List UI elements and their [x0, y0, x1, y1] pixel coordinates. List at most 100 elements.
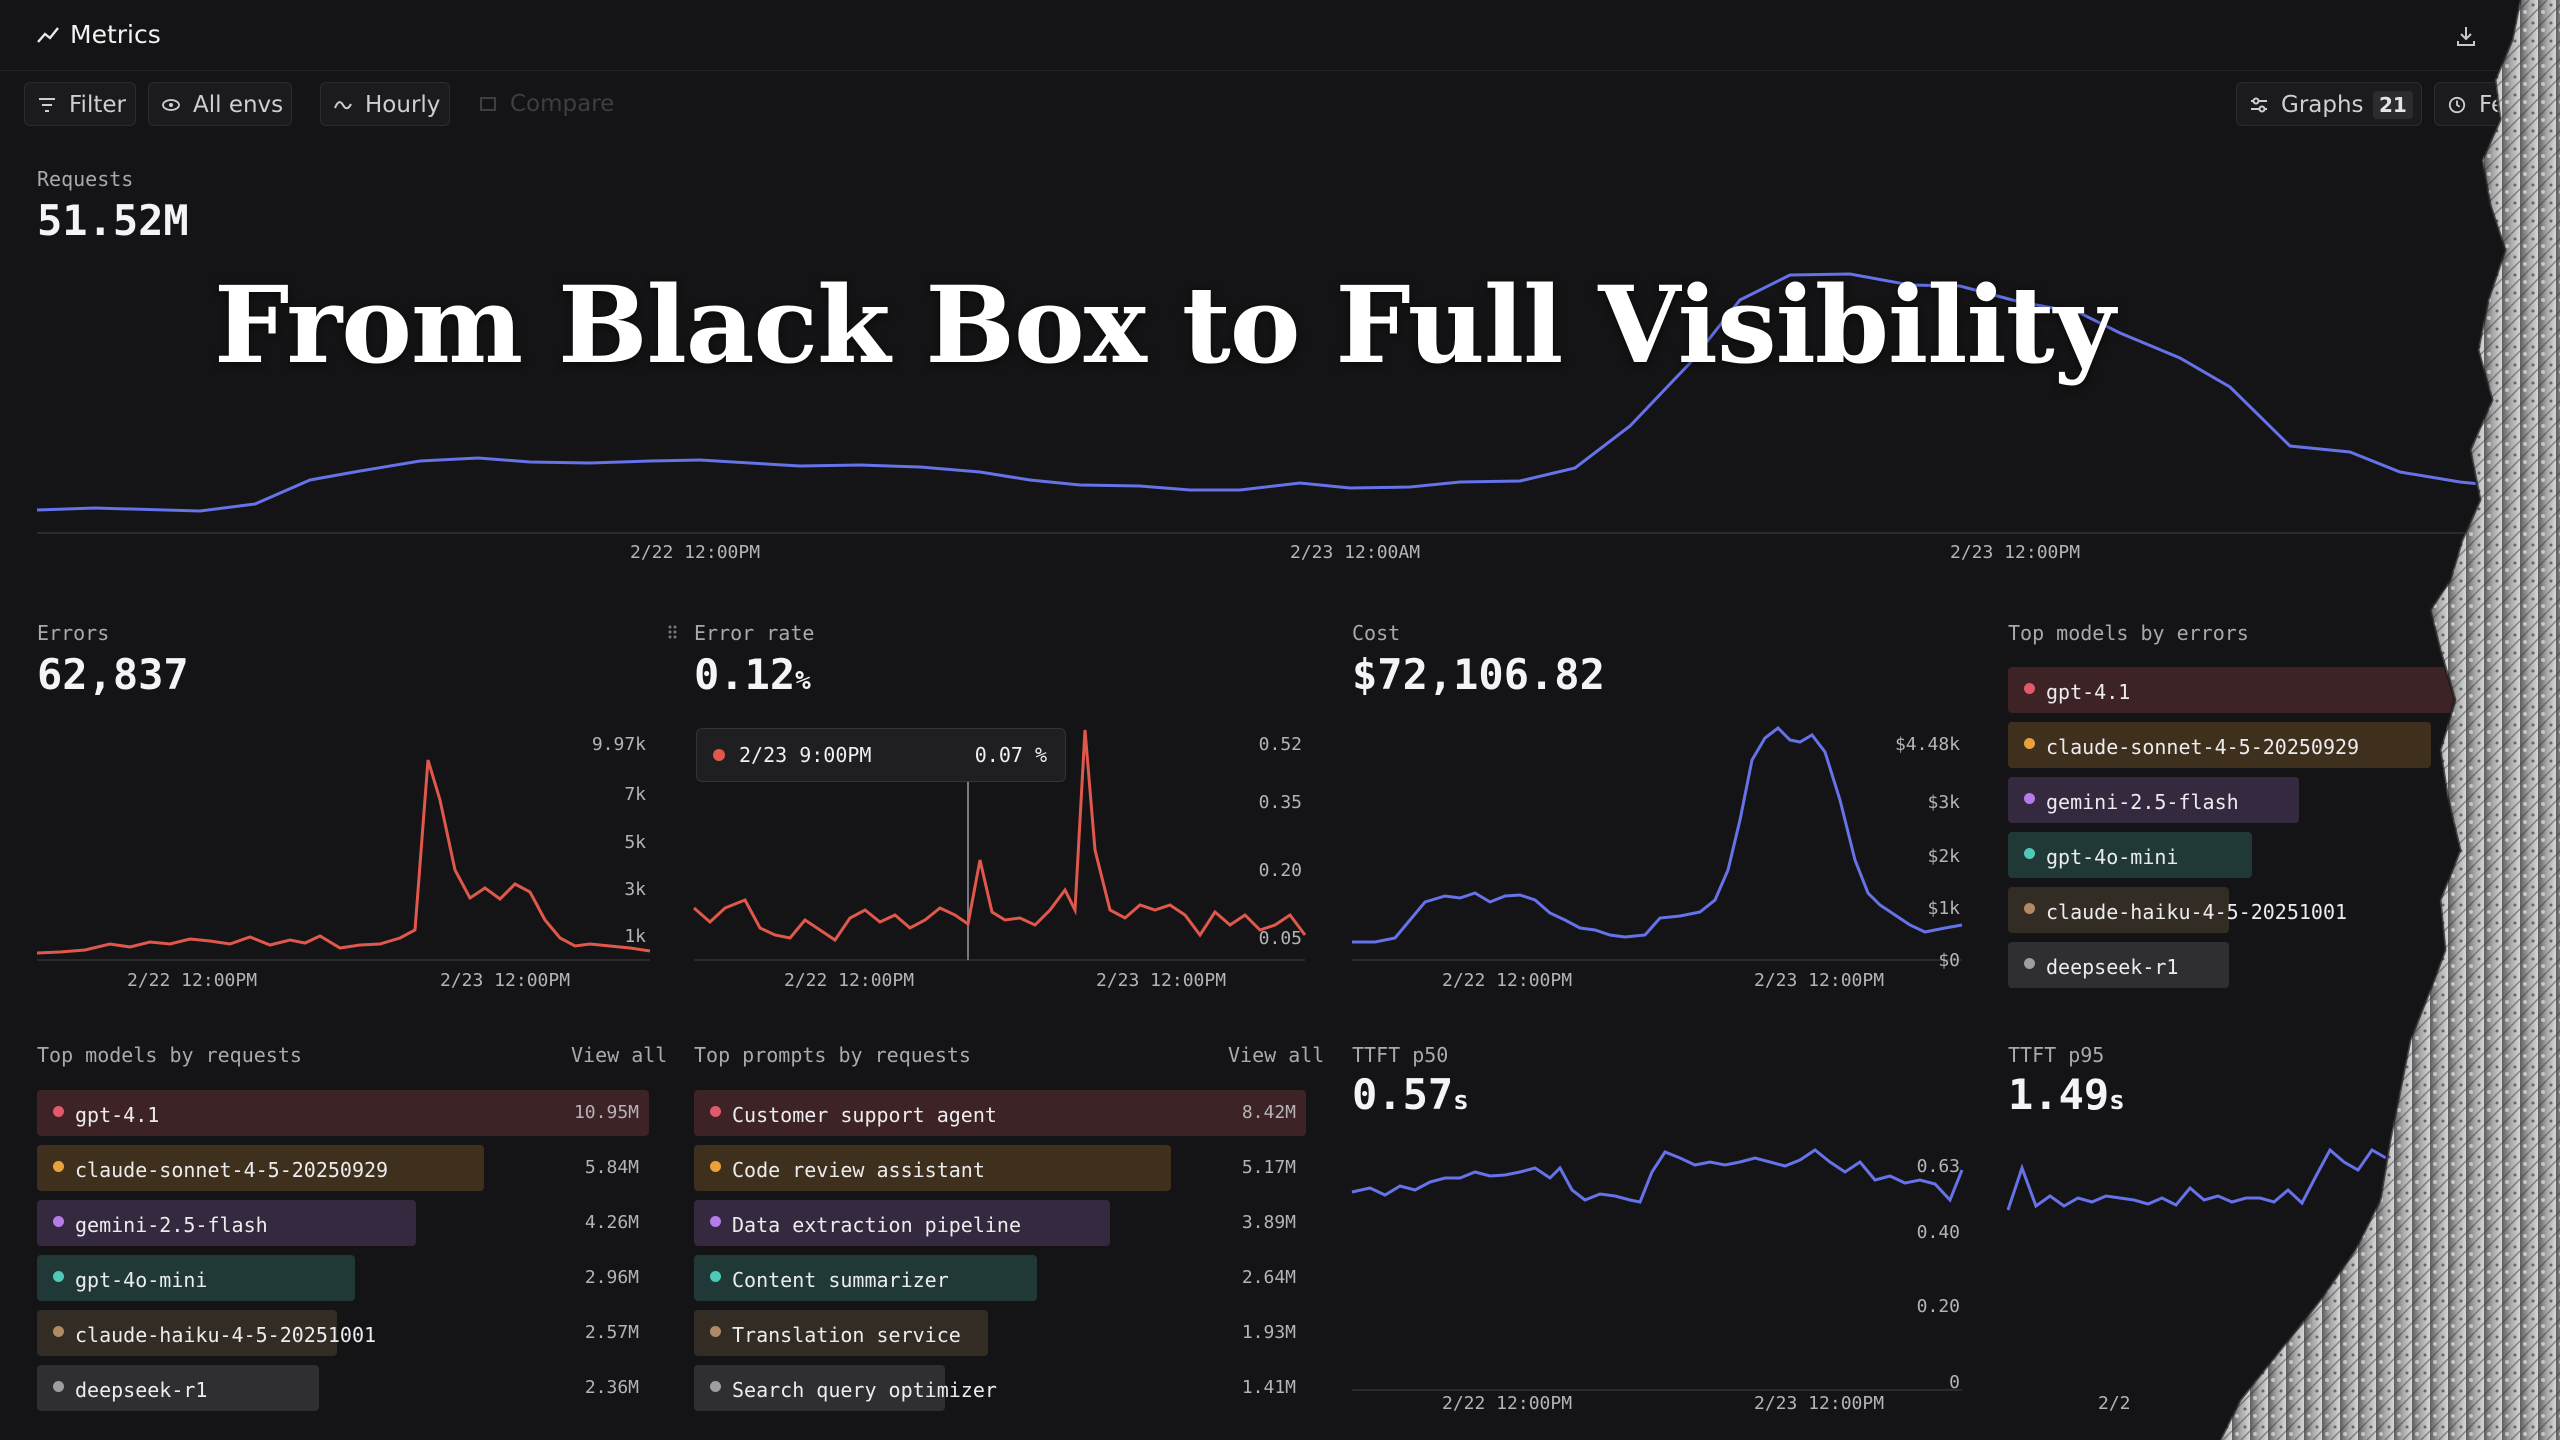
- list-item[interactable]: claude-haiku-4-5-20251001: [2008, 887, 2347, 933]
- list-item[interactable]: deepseek-r1: [37, 1365, 319, 1411]
- ttft-p50-y-tick: 0.20: [1916, 1296, 1960, 1317]
- series-color-dot: [2024, 793, 2035, 804]
- compare-button[interactable]: Compare: [466, 82, 616, 126]
- ttft-p50-x-tick: 2/23 12:00PM: [1754, 1393, 1885, 1414]
- series-color-dot: [53, 1161, 64, 1172]
- requests-x-tick: 2/23 12:00PM: [1950, 542, 2081, 563]
- list-item-value: 1.93M: [1241, 1322, 1296, 1343]
- cost-label: Cost: [1352, 621, 1401, 645]
- list-item-value: 1.41M: [1241, 1377, 1296, 1398]
- list-item-name: claude-sonnet-4-5-20250929: [75, 1158, 389, 1182]
- error-rate-tooltip: 2/23 9:00PM 0.07 %: [696, 728, 1066, 782]
- list-item-value: 10.95M: [573, 1102, 639, 1123]
- series-color-dot: [53, 1326, 64, 1337]
- drag-handle-icon[interactable]: [668, 624, 678, 640]
- list-item-name: deepseek-r1: [75, 1378, 208, 1402]
- list-item-name: Data extraction pipeline: [732, 1213, 1021, 1237]
- series-color-dot: [710, 1381, 721, 1392]
- series-color-dot: [2024, 738, 2035, 749]
- cost-y-tick: $2k: [1927, 846, 1960, 867]
- list-item[interactable]: Data extraction pipeline: [694, 1200, 1110, 1246]
- tooltip-value: 0.07 %: [974, 743, 1047, 767]
- compare-label: Compare: [510, 91, 615, 117]
- ttft-p95-label: TTFT p95: [2008, 1043, 2105, 1067]
- list-item-name: Code review assistant: [732, 1158, 985, 1182]
- ttft-p50-y-tick: 0.40: [1916, 1222, 1960, 1243]
- list-item-value: 2.36M: [584, 1377, 639, 1398]
- list-item-name: gpt-4o-mini: [2046, 845, 2179, 869]
- ttft-p50-y-tick: 0.63: [1916, 1156, 1960, 1177]
- list-item[interactable]: gemini-2.5-flash: [37, 1200, 416, 1246]
- headline-overlay: From Black Box to Full Visibility: [214, 262, 2115, 387]
- errors-y-tick: 9.97k: [591, 734, 646, 755]
- filter-label: Filter: [69, 92, 126, 118]
- envs-button[interactable]: All envs: [148, 82, 292, 126]
- errors-label: Errors: [37, 621, 110, 645]
- ttft-p50-x-tick: 2/22 12:00PM: [1442, 1393, 1573, 1414]
- list-item[interactable]: gpt-4o-mini: [2008, 832, 2252, 878]
- interval-button[interactable]: Hourly: [320, 82, 450, 126]
- eye-icon: [162, 99, 180, 111]
- top-models-view-all-link[interactable]: View all: [571, 1043, 668, 1067]
- ttft-p50-label: TTFT p50: [1352, 1043, 1449, 1067]
- cost-y-tick: $0: [1938, 950, 1960, 971]
- series-color-dot: [2024, 903, 2035, 914]
- list-item[interactable]: deepseek-r1: [2008, 942, 2229, 988]
- errors-value: 62,837: [37, 650, 189, 699]
- errors-y-tick: 5k: [624, 832, 646, 853]
- top-models-errors-label: Top models by errors: [2008, 621, 2249, 645]
- cost-series-line: [1352, 726, 1963, 944]
- list-item-name: gemini-2.5-flash: [75, 1213, 268, 1237]
- list-item[interactable]: Search query optimizer: [694, 1365, 997, 1411]
- list-item[interactable]: Code review assistant: [694, 1145, 1171, 1191]
- ttft-p50-series-line: [1351, 1148, 1964, 1204]
- error-rate-y-tick: 0.35: [1258, 792, 1302, 813]
- series-color-dot: [710, 1106, 721, 1117]
- series-color-dot: [710, 1326, 721, 1337]
- series-color-dot: [53, 1381, 64, 1392]
- list-item-name: Translation service: [732, 1323, 961, 1347]
- series-color-dot: [710, 1216, 721, 1227]
- list-item[interactable]: gpt-4o-mini: [37, 1255, 355, 1301]
- series-color-dot: [710, 1161, 721, 1172]
- list-item[interactable]: Content summarizer: [694, 1255, 1037, 1301]
- series-color-dot: [2024, 958, 2035, 969]
- error-rate-y-tick: 0.52: [1258, 734, 1302, 755]
- list-item-name: Content summarizer: [732, 1268, 949, 1292]
- list-item-value: 8.42M: [1241, 1102, 1296, 1123]
- requests-x-tick: 2/23 12:00AM: [1290, 542, 1421, 563]
- cost-x-tick: 2/22 12:00PM: [1442, 970, 1573, 991]
- list-item-name: gpt-4.1: [2046, 680, 2131, 704]
- series-color-dot: [53, 1216, 64, 1227]
- error-rate-value: 0.12%: [694, 650, 811, 699]
- list-item[interactable]: Customer support agent: [694, 1090, 1306, 1136]
- interval-label: Hourly: [365, 92, 441, 118]
- cost-y-tick: $3k: [1927, 792, 1960, 813]
- list-item-name: deepseek-r1: [2046, 955, 2179, 979]
- errors-x-tick: 2/22 12:00PM: [127, 970, 258, 991]
- errors-y-tick: 1k: [624, 926, 646, 947]
- list-item[interactable]: gpt-4.1: [37, 1090, 649, 1136]
- filter-button[interactable]: Filter: [24, 82, 136, 126]
- error-rate-y-tick: 0.20: [1258, 860, 1302, 881]
- requests-value: 51.52M: [37, 196, 189, 245]
- top-prompts-view-all-link[interactable]: View all: [1228, 1043, 1325, 1067]
- requests-x-tick: 2/22 12:00PM: [630, 542, 761, 563]
- series-color-dot: [53, 1106, 64, 1117]
- list-item-name: gpt-4o-mini: [75, 1268, 208, 1292]
- tooltip-time: 2/23 9:00PM: [739, 743, 872, 767]
- trend-line-icon: [37, 27, 59, 43]
- list-item[interactable]: claude-sonnet-4-5-20250929: [37, 1145, 484, 1191]
- list-item[interactable]: claude-haiku-4-5-20251001: [37, 1310, 376, 1356]
- list-item[interactable]: Translation service: [694, 1310, 988, 1356]
- list-item-value: 2.57M: [584, 1322, 639, 1343]
- ttft-p50-y-tick: 0: [1949, 1372, 1960, 1393]
- series-color-dot: [2024, 683, 2035, 694]
- cost-y-tick: $4.48k: [1894, 734, 1960, 755]
